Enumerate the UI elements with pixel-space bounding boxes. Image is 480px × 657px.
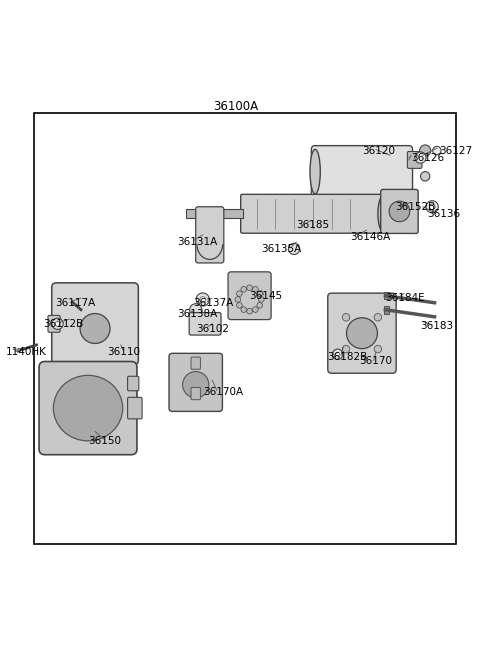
Circle shape — [420, 171, 430, 181]
FancyBboxPatch shape — [191, 388, 201, 399]
Text: 36152B: 36152B — [395, 202, 435, 212]
Circle shape — [252, 286, 258, 292]
Bar — [384, 292, 389, 300]
Text: 36150: 36150 — [88, 436, 121, 446]
FancyBboxPatch shape — [381, 189, 418, 233]
Circle shape — [342, 313, 350, 321]
Text: 36127: 36127 — [439, 146, 472, 156]
Circle shape — [200, 297, 205, 302]
FancyBboxPatch shape — [128, 397, 142, 419]
Ellipse shape — [53, 375, 123, 441]
Circle shape — [426, 200, 438, 213]
Circle shape — [190, 304, 202, 316]
Circle shape — [80, 313, 110, 344]
FancyBboxPatch shape — [128, 376, 139, 391]
Bar — [186, 209, 242, 219]
FancyBboxPatch shape — [191, 357, 201, 369]
Text: 36100A: 36100A — [213, 100, 258, 112]
Text: 36131A: 36131A — [177, 237, 217, 247]
FancyBboxPatch shape — [196, 207, 224, 263]
Circle shape — [55, 321, 60, 326]
Text: 36117A: 36117A — [55, 298, 96, 307]
Circle shape — [52, 318, 63, 329]
Circle shape — [247, 308, 252, 314]
FancyBboxPatch shape — [169, 353, 222, 411]
Text: 36138A: 36138A — [177, 309, 217, 319]
FancyBboxPatch shape — [52, 283, 138, 365]
Text: 36112B: 36112B — [44, 319, 84, 328]
Text: 36145: 36145 — [250, 290, 283, 301]
Circle shape — [247, 285, 252, 290]
Circle shape — [288, 243, 300, 254]
Circle shape — [374, 346, 382, 353]
Text: 36146A: 36146A — [350, 232, 391, 242]
FancyBboxPatch shape — [408, 152, 422, 168]
Circle shape — [237, 291, 242, 296]
Circle shape — [196, 293, 209, 306]
FancyBboxPatch shape — [328, 293, 396, 373]
FancyBboxPatch shape — [240, 194, 385, 233]
Circle shape — [235, 297, 240, 302]
Text: 36137A: 36137A — [193, 298, 234, 307]
Circle shape — [333, 349, 343, 359]
Circle shape — [347, 318, 377, 349]
Text: 36170A: 36170A — [203, 387, 243, 397]
Circle shape — [389, 201, 410, 221]
Bar — [384, 306, 389, 313]
Ellipse shape — [378, 196, 388, 231]
Text: 36182B: 36182B — [327, 351, 367, 361]
Text: 36135A: 36135A — [261, 244, 301, 254]
FancyBboxPatch shape — [39, 361, 137, 455]
Text: 36170: 36170 — [360, 356, 393, 367]
Circle shape — [420, 145, 431, 156]
Text: 36183: 36183 — [420, 321, 454, 331]
Circle shape — [258, 297, 264, 302]
Circle shape — [430, 204, 435, 210]
Circle shape — [374, 313, 382, 321]
Text: 36110: 36110 — [107, 347, 140, 357]
FancyBboxPatch shape — [189, 313, 221, 335]
Circle shape — [182, 372, 209, 397]
Circle shape — [252, 307, 258, 313]
Circle shape — [432, 147, 441, 155]
Circle shape — [257, 291, 263, 296]
FancyBboxPatch shape — [48, 315, 60, 332]
Text: 36184E: 36184E — [385, 293, 425, 303]
Text: 36126: 36126 — [411, 152, 444, 162]
Ellipse shape — [310, 149, 320, 194]
FancyBboxPatch shape — [228, 272, 271, 319]
Text: 36120: 36120 — [362, 147, 395, 156]
FancyBboxPatch shape — [312, 146, 412, 198]
Circle shape — [241, 307, 247, 313]
Circle shape — [415, 152, 426, 163]
Circle shape — [342, 346, 350, 353]
Text: 36102: 36102 — [196, 323, 229, 334]
Text: 1140HK: 1140HK — [6, 347, 47, 357]
Text: 36136: 36136 — [428, 209, 461, 219]
Circle shape — [237, 302, 242, 308]
Circle shape — [241, 286, 247, 292]
Circle shape — [336, 352, 339, 356]
Text: 36185: 36185 — [297, 221, 330, 231]
Circle shape — [257, 302, 263, 308]
